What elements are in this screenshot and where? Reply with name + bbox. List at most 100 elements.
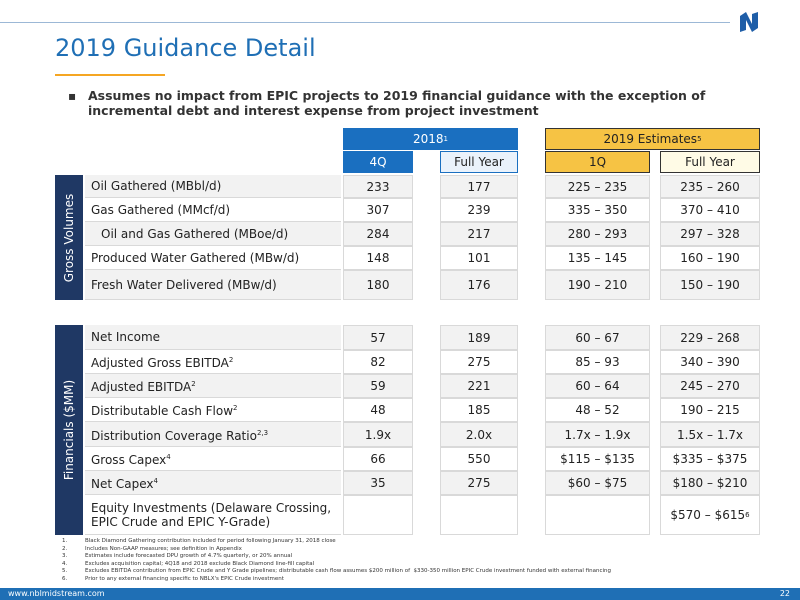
value-cell: $335 – $375: [660, 447, 760, 471]
row-label-text: Net Income: [91, 330, 160, 344]
row-label-note: 4: [166, 453, 171, 461]
row-label: Net Capex: [91, 477, 154, 491]
value: 160 – 190: [680, 251, 740, 265]
value-cell: 1.9x: [343, 422, 413, 447]
value: 217: [467, 227, 491, 241]
value: 235 – 260: [680, 179, 740, 194]
value-cell: 217: [440, 222, 518, 246]
value: 239: [467, 203, 491, 217]
value: 57: [370, 330, 386, 345]
row-label: Oil Gathered (MBbl/d): [85, 175, 341, 198]
row-label: Net Capex4: [85, 471, 341, 495]
value-cell: 48: [343, 398, 413, 422]
section-label: Financials ($MM): [62, 379, 76, 481]
value-cell: 59: [343, 374, 413, 398]
value: 1.5x – 1.7x: [677, 427, 743, 442]
row-label: Fresh Water Delivered (MBw/d): [85, 270, 341, 300]
value-cell: 275: [440, 350, 518, 374]
value: 185: [467, 403, 491, 417]
value-cell: 85 – 93: [545, 350, 650, 374]
row-label: Distribution Coverage Ratio2,3: [85, 422, 341, 447]
value-cell: 190 – 215: [660, 398, 760, 422]
row-label-note: 2,3: [256, 428, 269, 437]
value: 280 – 293: [567, 227, 628, 241]
value-cell: 550: [440, 447, 518, 471]
row-label: Gross Capex: [91, 453, 167, 467]
value: $335 – $375: [672, 452, 748, 466]
value: 225 – 235: [567, 179, 628, 194]
row-label: Produced Water Gathered (MBw/d): [85, 246, 341, 270]
value: 370 – 410: [680, 203, 740, 217]
value: 245 – 270: [680, 379, 740, 393]
value-cell: $180 – $210: [660, 471, 760, 495]
value-cell: $570 – $615 6: [660, 495, 760, 535]
value: 229 – 268: [680, 330, 740, 345]
footnote-text: Excludes EBITDA contribution from EPIC C…: [85, 568, 611, 574]
value-cell: 66: [343, 447, 413, 471]
row-label: Fresh Water Delivered (MBw/d): [91, 277, 277, 292]
value-cell: 2.0x: [440, 422, 518, 447]
row-label-text: Oil Gathered (MBbl/d): [91, 179, 221, 193]
value-cell: 148: [343, 246, 413, 270]
value-cell: 239: [440, 198, 518, 222]
row-label: Adjusted Gross EBITDA: [91, 356, 229, 370]
value: 176: [467, 278, 491, 292]
value: 48: [370, 403, 386, 417]
value: 1.9x: [364, 427, 392, 442]
value-cell: 335 – 350: [545, 198, 650, 222]
value: 221: [467, 379, 491, 393]
value-cell: 229 – 268: [660, 325, 760, 350]
value: 101: [467, 251, 491, 265]
group-label-note: 1: [443, 135, 448, 143]
value-cell: 57: [343, 325, 413, 350]
footnote-marker: 1.: [62, 538, 68, 544]
value-cell: $115 – $135: [545, 447, 650, 471]
value: 1.7x – 1.9x: [564, 427, 631, 442]
value: $180 – $210: [672, 476, 748, 490]
row-label: Gross Capex4: [85, 447, 341, 471]
value-cell: 101: [440, 246, 518, 270]
value-cell: 150 – 190: [660, 270, 760, 300]
value-cell: 275: [440, 471, 518, 495]
value: 189: [467, 330, 491, 345]
group-label-note: 5: [697, 135, 702, 143]
value: 2.0x: [465, 427, 493, 442]
row-label: Adjusted Gross EBITDA2: [85, 350, 341, 374]
section-label: Gross Volumes: [62, 193, 76, 282]
value: 66: [370, 452, 386, 466]
value: 190 – 215: [680, 403, 740, 417]
row-label-text: Fresh Water Delivered (MBw/d): [91, 278, 277, 292]
value: 150 – 190: [680, 278, 740, 292]
row-label: Distributable Cash Flow2: [85, 398, 341, 422]
value: 82: [370, 355, 386, 369]
value-cell: 370 – 410: [660, 198, 760, 222]
value-cell: 82: [343, 350, 413, 374]
footnote-marker: 3.: [62, 553, 68, 559]
row-label-text: Net Capex4: [91, 474, 158, 491]
section-band: Gross Volumes: [55, 175, 83, 300]
value: 135 – 145: [567, 251, 628, 265]
value-cell: 1.7x – 1.9x: [545, 422, 650, 447]
value-cell: 190 – 210: [545, 270, 650, 300]
value: 85 – 93: [575, 355, 620, 369]
value-cell: 60 – 67: [545, 325, 650, 350]
value-cell: 176: [440, 270, 518, 300]
value: 550: [467, 452, 491, 466]
value-cell: [440, 495, 518, 535]
footer-url: www.nblmidstream.com: [8, 589, 105, 598]
row-label: Net Income: [85, 325, 341, 350]
row-label-text: Gross Capex4: [91, 450, 171, 467]
column-header: Full Year: [660, 151, 760, 173]
value: $570 – $615: [670, 508, 746, 522]
value: 297 – 328: [680, 227, 740, 241]
group-label: 2019 Estimates: [603, 132, 698, 146]
row-label-text: Equity Investments (Delaware Crossing, E…: [91, 501, 341, 529]
row-label-text: Gas Gathered (MMcf/d): [91, 203, 230, 217]
value: 284: [366, 227, 390, 241]
value-cell: 307: [343, 198, 413, 222]
row-label: Equity Investments (Delaware Crossing, E…: [85, 495, 341, 535]
page-number: 22: [779, 589, 790, 598]
group-header: 2018 1: [343, 128, 518, 150]
value: 275: [467, 355, 491, 369]
value-cell: 189: [440, 325, 518, 350]
